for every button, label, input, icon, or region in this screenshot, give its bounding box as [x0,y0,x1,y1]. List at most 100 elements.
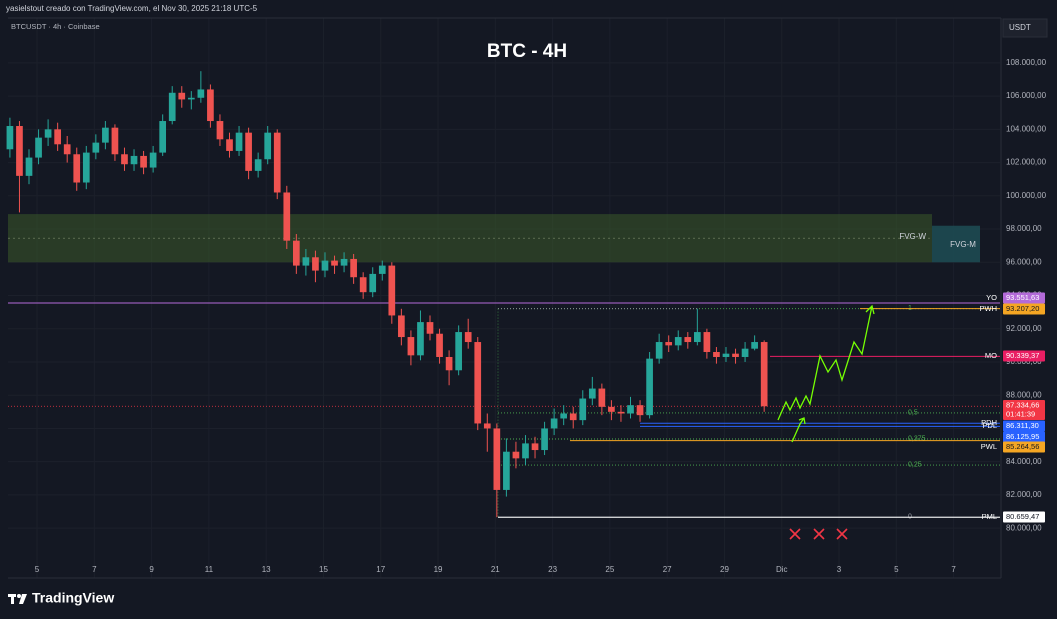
candle-body [560,413,568,419]
y-tick-label: 108.000,00 [1006,58,1047,67]
candle-body [25,157,33,176]
candle-body [121,154,128,165]
candle-body [359,277,367,293]
candle-body [617,411,625,414]
candle-body [531,443,539,451]
fib-label: 0,25 [908,461,922,468]
candle-body [455,332,462,371]
logo-part [11,594,14,604]
candle-body [436,333,443,357]
axes: 80.000,0082.000,0084.000,0086.000,0088.0… [35,58,1047,574]
y-tick-label: 92.000,00 [1006,324,1042,333]
candle-body [283,192,291,241]
candle-body [493,428,501,490]
y-tick-label: 88.000,00 [1006,390,1042,399]
candle-body [54,129,61,145]
candle-body [350,258,357,278]
price-tag [1003,441,1045,453]
candle-body [760,342,768,407]
candle-body [588,388,596,399]
candle-body [388,265,396,316]
candle-body [73,154,81,183]
candle-body [6,126,14,150]
projection [777,304,875,443]
currency-box [1002,18,1048,38]
x-tick-label: 7 [951,565,956,574]
candles [6,71,768,518]
chart-title: BTC - 4H [487,41,567,62]
x-tick-label: 21 [491,565,500,574]
y-tick-label: 90.000,00 [1006,357,1042,366]
x-tick-label: 11 [205,565,214,574]
arrow-head [798,417,806,425]
candle-body [130,155,138,165]
candle-body [369,273,377,293]
candle-body [445,356,453,371]
x-mark [813,528,825,540]
candle-body [168,92,176,122]
candle-body [302,257,310,266]
candle-body [111,127,119,155]
candle-body [197,89,205,98]
candle-body [254,159,262,171]
x-mark [789,528,801,540]
y-tick-label: 80.000,00 [1006,523,1042,532]
price-tag-label: 86.311,30 [1006,421,1039,430]
candle-body [340,258,348,266]
level-name: PDL [982,421,997,430]
candle-body [598,388,606,407]
price-tag-label: 93.207,20 [1006,304,1039,313]
x-tick-label: Dic [776,565,788,574]
y-tick-label: 104.000,00 [1006,124,1047,133]
projection-path [777,305,873,421]
candle-body [646,358,653,416]
candle-body [627,405,634,414]
candle-body [245,132,252,171]
candle-body [426,322,434,334]
x-tick-label: 23 [548,565,557,574]
candle-body [474,342,482,424]
candle-body [483,423,491,429]
candle-body [312,257,319,271]
price-tag [1003,303,1045,315]
candle-body [655,342,663,359]
x-tick-label: 9 [149,565,154,574]
x-mark [836,528,848,540]
x-tick-label: 19 [434,565,443,574]
candle-body [187,97,195,100]
x-tick-label: 3 [837,565,842,574]
x-tick-label: 15 [319,565,328,574]
candle-body [522,443,529,459]
candle-body [569,413,577,421]
candle-body [178,92,186,100]
level-name: YO [986,293,997,302]
candle-body [541,428,548,451]
candle-body [579,398,587,421]
y-tick-label: 82.000,00 [1006,490,1042,499]
candle-body [512,451,520,459]
price-tag [1003,420,1045,432]
candle-body [149,152,157,168]
candle-body [722,353,730,357]
price-tag [1003,292,1045,304]
currency: USDT [1009,23,1031,32]
candle-body [703,332,711,353]
x-tick-label: 29 [720,565,729,574]
y-tick-label: 84.000,00 [1006,457,1042,466]
candle-body [503,451,510,490]
candle-body [16,126,23,176]
candle-body [713,352,720,357]
candle-body [102,127,109,143]
y-tick-label: 96.000,00 [1006,257,1042,266]
candle-body [331,260,338,266]
level-name: PML [982,512,997,521]
candle-body [398,315,405,338]
candle-body [273,132,281,193]
candle-body [732,353,739,357]
candle-body [741,348,749,357]
x-tick-label: 13 [262,565,271,574]
level-name: PWL [981,442,997,451]
